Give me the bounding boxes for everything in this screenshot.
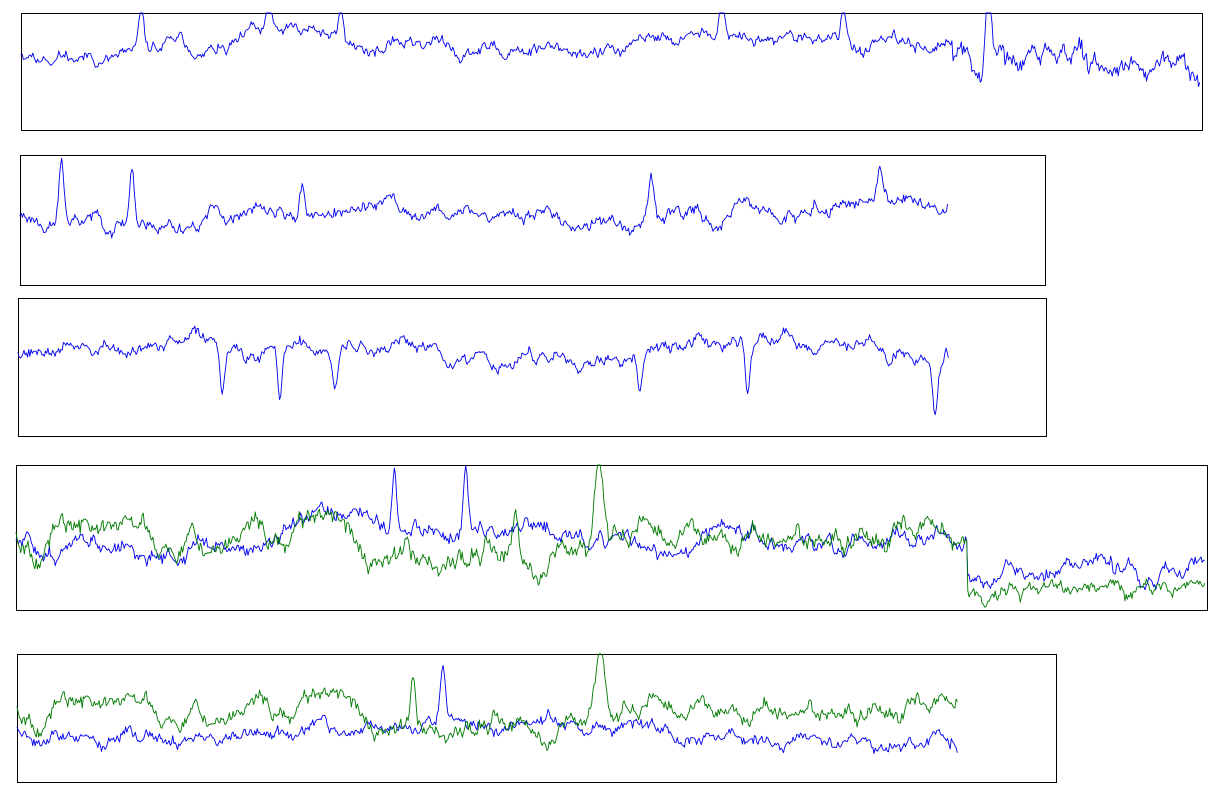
panel-frame (18, 298, 1047, 437)
series-line-blue-1 (19, 157, 949, 239)
eeg-panel-4 (15, 464, 1208, 611)
eeg-panel-1 (20, 12, 1203, 131)
series-line-green-2 (16, 653, 958, 751)
panel-frame (17, 654, 1057, 783)
eeg-panel-3 (17, 298, 1047, 437)
panel-frame (20, 155, 1046, 286)
series-line-blue-1 (17, 325, 949, 416)
series-line-blue-1 (16, 664, 958, 754)
eeg-panel-2 (19, 155, 1046, 286)
eeg-panel-5 (16, 653, 1057, 783)
series-line-green-2 (15, 464, 1206, 608)
panel-frame (21, 13, 1203, 131)
series-line-blue-1 (20, 12, 1201, 88)
